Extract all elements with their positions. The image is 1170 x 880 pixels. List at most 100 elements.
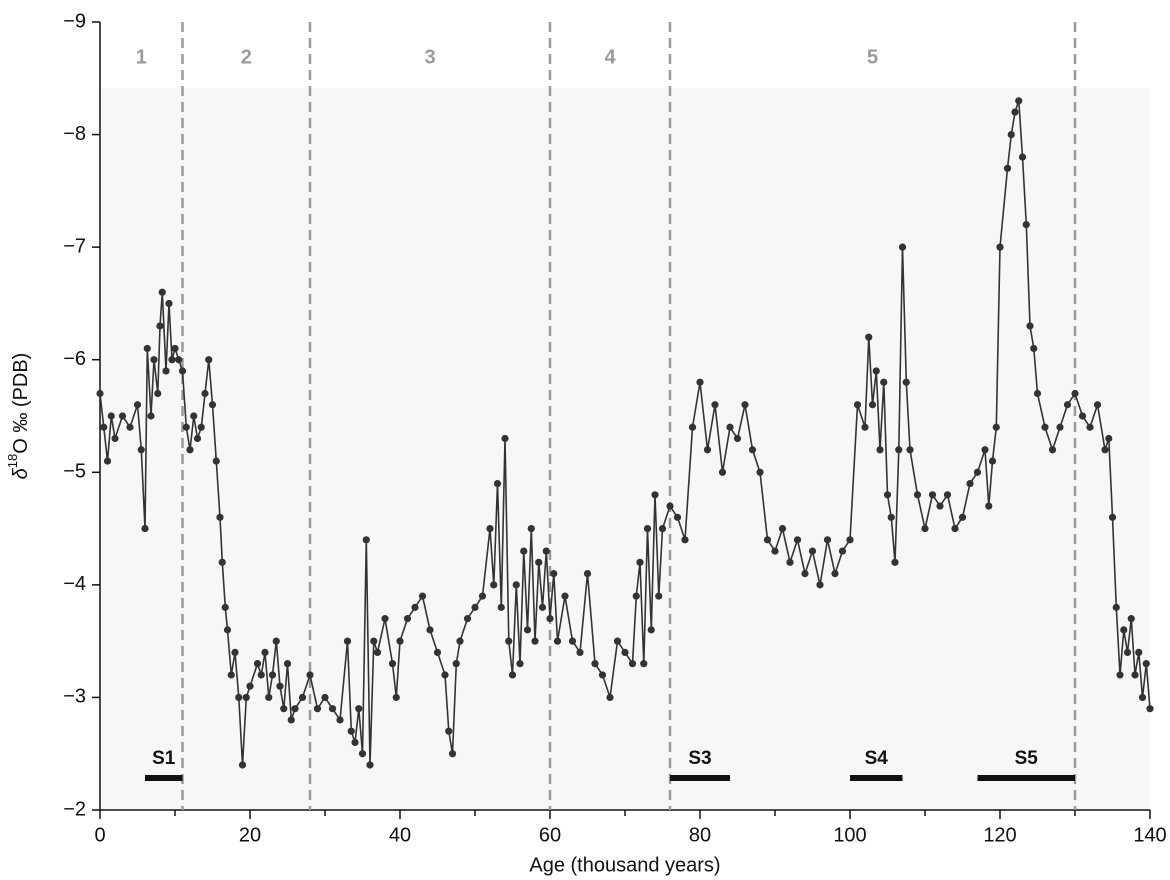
data-point bbox=[906, 446, 914, 454]
data-point bbox=[223, 626, 232, 634]
data-point bbox=[550, 570, 558, 578]
data-point bbox=[456, 637, 464, 645]
data-point bbox=[621, 648, 629, 657]
data-point bbox=[358, 750, 367, 758]
data-point bbox=[872, 367, 880, 375]
data-point bbox=[321, 693, 329, 702]
data-point bbox=[658, 524, 667, 533]
data-point bbox=[542, 547, 550, 555]
data-point bbox=[838, 547, 847, 555]
data-point bbox=[512, 581, 520, 589]
data-point bbox=[988, 457, 997, 465]
data-point bbox=[891, 558, 899, 566]
data-point bbox=[486, 524, 494, 533]
data-point bbox=[523, 626, 532, 634]
data-point bbox=[647, 626, 655, 634]
data-point bbox=[902, 378, 910, 386]
data-point bbox=[156, 322, 164, 330]
data-point bbox=[913, 491, 922, 499]
data-point bbox=[673, 513, 682, 521]
data-point bbox=[508, 671, 517, 679]
data-point bbox=[861, 423, 869, 431]
data-point bbox=[1142, 660, 1150, 668]
y-tick-label: −6 bbox=[63, 348, 86, 370]
data-point bbox=[107, 412, 115, 420]
data-point bbox=[1093, 401, 1102, 409]
data-point bbox=[688, 423, 697, 431]
data-point bbox=[793, 536, 802, 544]
data-point bbox=[966, 479, 974, 488]
data-point bbox=[561, 592, 569, 600]
data-point bbox=[748, 446, 757, 454]
data-point bbox=[265, 693, 273, 702]
data-point bbox=[111, 434, 119, 443]
y-tick-label: −3 bbox=[63, 686, 86, 708]
data-point bbox=[235, 693, 243, 702]
data-point bbox=[141, 524, 149, 533]
x-tick-label: 20 bbox=[239, 824, 261, 846]
data-point bbox=[403, 615, 412, 623]
data-point bbox=[883, 491, 892, 499]
x-tick-label: 0 bbox=[94, 824, 105, 846]
data-point bbox=[313, 705, 322, 713]
data-point bbox=[137, 446, 145, 454]
data-point bbox=[628, 660, 637, 668]
stage-label: 4 bbox=[604, 46, 616, 68]
data-point bbox=[643, 524, 652, 533]
data-point bbox=[538, 603, 547, 611]
data-point bbox=[306, 671, 314, 679]
data-point bbox=[943, 491, 952, 499]
data-point bbox=[1105, 434, 1113, 443]
data-point bbox=[178, 367, 187, 375]
data-point bbox=[726, 423, 734, 431]
data-point bbox=[366, 761, 374, 769]
data-point bbox=[741, 401, 749, 409]
data-point bbox=[291, 705, 299, 713]
data-point bbox=[632, 592, 640, 600]
data-point bbox=[298, 693, 307, 702]
data-point bbox=[553, 637, 562, 645]
data-point bbox=[96, 389, 104, 398]
data-point bbox=[576, 648, 584, 657]
data-point bbox=[505, 637, 513, 645]
data-point bbox=[666, 502, 674, 510]
data-point bbox=[681, 536, 689, 544]
data-point bbox=[865, 333, 873, 341]
y-axis-label: δ18O ‰ (PDB) bbox=[5, 353, 32, 480]
stage-label: 3 bbox=[424, 46, 435, 68]
y-tick-label: −8 bbox=[63, 123, 86, 145]
data-point bbox=[246, 682, 254, 690]
data-point bbox=[1033, 389, 1042, 398]
y-label-part: 18 bbox=[5, 454, 20, 468]
data-point bbox=[216, 513, 224, 521]
data-point bbox=[520, 547, 528, 555]
x-tick-label: 120 bbox=[983, 824, 1016, 846]
data-point bbox=[396, 637, 404, 645]
data-point bbox=[336, 716, 344, 724]
data-point bbox=[763, 536, 772, 544]
data-point bbox=[985, 502, 993, 510]
data-point bbox=[381, 615, 389, 623]
data-point bbox=[343, 637, 352, 645]
stage-label: 2 bbox=[241, 46, 252, 68]
plot-background bbox=[100, 88, 1150, 810]
data-point bbox=[1078, 412, 1087, 420]
data-point bbox=[951, 524, 959, 533]
data-point bbox=[568, 637, 577, 645]
data-point bbox=[280, 705, 288, 713]
data-point bbox=[1026, 322, 1034, 330]
data-point bbox=[1131, 671, 1139, 679]
stage-label: 1 bbox=[136, 46, 147, 68]
data-point bbox=[452, 660, 460, 668]
data-point bbox=[143, 344, 151, 353]
data-point bbox=[771, 547, 779, 555]
data-point bbox=[696, 378, 704, 386]
data-point bbox=[328, 705, 337, 713]
data-point bbox=[1015, 97, 1023, 105]
data-point bbox=[362, 536, 370, 544]
data-point bbox=[478, 592, 487, 600]
data-point bbox=[1108, 513, 1117, 521]
data-point bbox=[921, 524, 929, 533]
data-point bbox=[242, 693, 250, 702]
